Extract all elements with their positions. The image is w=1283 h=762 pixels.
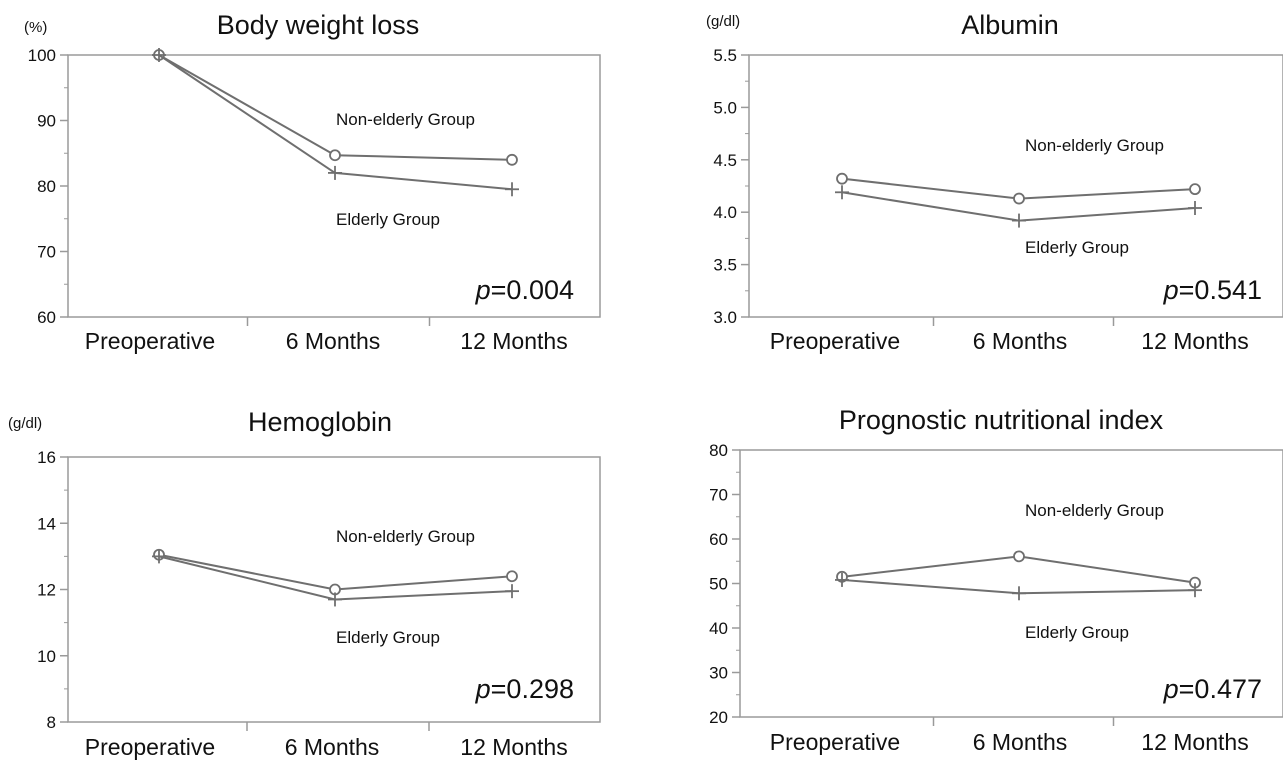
- p-symbol: p: [1163, 674, 1179, 704]
- data-point-circle: [506, 153, 518, 166]
- x-tick-label: 12 Months: [460, 734, 567, 760]
- p-value: p=0.541: [1163, 275, 1262, 305]
- series-label: Non-elderly Group: [1025, 501, 1164, 520]
- series-line: [158, 54, 513, 161]
- p-symbol: p: [1163, 275, 1179, 305]
- y-tick-label: 70: [37, 243, 56, 262]
- y-tick-label: 90: [37, 112, 56, 131]
- p-symbol: p: [475, 275, 491, 305]
- series-label: Elderly Group: [336, 628, 440, 647]
- y-tick-label: 16: [37, 448, 56, 467]
- p-number: =0.477: [1179, 674, 1262, 704]
- data-point-circle: [1013, 550, 1025, 563]
- x-tick-label: 6 Months: [286, 328, 381, 354]
- series-label: Non-elderly Group: [336, 527, 475, 546]
- y-tick-label: 4.0: [713, 203, 737, 222]
- chart-panel: Prognostic nutritional index 20 30 40 50 60 70…: [709, 405, 1283, 755]
- chart-title: Body weight loss: [217, 10, 420, 40]
- x-tick-label: 12 Months: [460, 328, 567, 354]
- y-tick-label: 100: [28, 46, 56, 65]
- p-symbol: p: [475, 674, 491, 704]
- series-label: Non-elderly Group: [336, 110, 475, 129]
- y-tick-label: 50: [709, 575, 728, 594]
- y-tick-label: 3.5: [713, 256, 737, 275]
- chart-title: Hemoglobin: [248, 407, 392, 437]
- x-tick-label: Preoperative: [770, 729, 900, 755]
- y-tick-label: 60: [37, 308, 56, 327]
- series-label: Elderly Group: [1025, 238, 1129, 257]
- y-tick-label: 10: [37, 647, 56, 666]
- y-unit-label: (g/dl): [8, 415, 42, 432]
- p-number: =0.004: [491, 275, 574, 305]
- y-tick-label: 20: [709, 708, 728, 727]
- y-tick-label: 60: [709, 530, 728, 549]
- x-tick-label: Preoperative: [770, 328, 900, 354]
- y-tick-label: 80: [37, 177, 56, 196]
- y-unit-label: (g/dl): [706, 13, 740, 30]
- x-tick-label: 6 Months: [973, 328, 1068, 354]
- data-point-circle: [836, 172, 848, 185]
- y-tick-label: 70: [709, 486, 728, 505]
- chart-panel: Albumin (g/dl) 3.0 3.5 4.0 4.5 5.0 5.5 Preoperat…: [706, 10, 1283, 354]
- series-label: Elderly Group: [336, 210, 440, 229]
- y-tick-label: 5.5: [713, 46, 737, 65]
- p-value: p=0.477: [1163, 674, 1262, 704]
- data-point-circle: [1189, 183, 1201, 196]
- y-tick-label: 14: [37, 514, 56, 533]
- p-value: p=0.004: [475, 275, 574, 305]
- y-tick-label: 8: [47, 713, 56, 732]
- chart-panel: Body weight loss (%) 60 70 80 90 100 Preoperati…: [24, 10, 601, 354]
- y-tick-label: 80: [709, 441, 728, 460]
- x-tick-label: 12 Months: [1141, 328, 1248, 354]
- y-tick-label: 5.0: [713, 98, 737, 117]
- x-tick-label: Preoperative: [85, 328, 215, 354]
- y-tick-label: 3.0: [713, 308, 737, 327]
- p-number: =0.541: [1179, 275, 1262, 305]
- y-tick-label: 40: [709, 619, 728, 638]
- p-value: p=0.298: [475, 674, 574, 704]
- x-tick-label: 6 Months: [285, 734, 380, 760]
- data-point-circle: [329, 149, 341, 162]
- chart-panel: Hemoglobin (g/dl) 8 10 12 14 16 Preoperative 6 M…: [8, 407, 601, 760]
- data-point-circle: [506, 570, 518, 583]
- series-label: Non-elderly Group: [1025, 136, 1164, 155]
- x-tick-label: 12 Months: [1141, 729, 1248, 755]
- x-tick-label: Preoperative: [85, 734, 215, 760]
- y-unit-label: (%): [24, 19, 47, 36]
- y-tick-label: 12: [37, 581, 56, 600]
- data-point-circle: [1013, 192, 1025, 205]
- chart-title: Prognostic nutritional index: [839, 405, 1164, 435]
- x-tick-label: 6 Months: [973, 729, 1068, 755]
- chart-title: Albumin: [961, 10, 1059, 40]
- y-tick-label: 4.5: [713, 151, 737, 170]
- y-tick-label: 30: [709, 664, 728, 683]
- p-number: =0.298: [491, 674, 574, 704]
- series-label: Elderly Group: [1025, 623, 1129, 642]
